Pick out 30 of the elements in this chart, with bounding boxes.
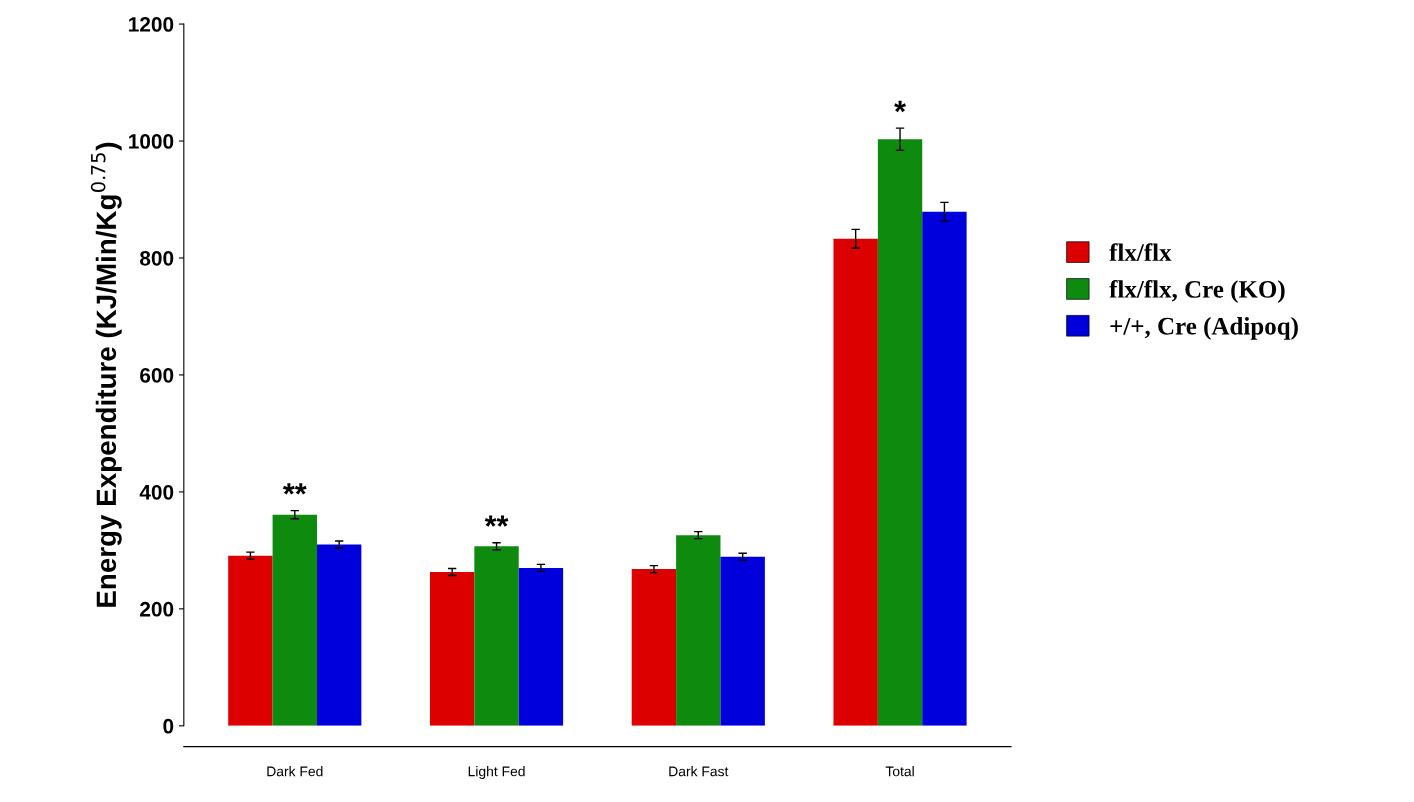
x-tick-label: Total — [885, 766, 914, 777]
y-tick-label: 800 — [140, 250, 174, 266]
x-tick-label: Dark Fast — [669, 766, 729, 777]
y-axis-title: Energy Expenditure (KJ/Min/Kg$^{0.75}$) — [90, 142, 122, 607]
bar — [272, 514, 317, 726]
bar — [429, 572, 475, 726]
bar — [474, 546, 519, 726]
bar — [676, 535, 721, 726]
x-tick-label: Light Fed — [468, 766, 525, 780]
bar — [720, 556, 765, 726]
legend-label: +/+, Cre (Adipoq) — [1110, 317, 1298, 340]
y-tick-label: 400 — [139, 484, 174, 500]
bar — [316, 544, 362, 726]
bar — [833, 238, 878, 726]
bar — [518, 567, 564, 726]
annotation: ** — [484, 515, 509, 527]
bar — [877, 139, 923, 726]
annotation: * — [894, 100, 906, 113]
y-tick-label: 1000 — [129, 134, 174, 149]
bar — [631, 569, 677, 726]
x-tick-label: Dark Fed — [267, 766, 323, 777]
y-tick-label: 0 — [163, 718, 174, 734]
y-tick-label: 600 — [140, 367, 174, 383]
bar — [228, 555, 273, 726]
annotation: ** — [282, 483, 307, 495]
bar — [922, 211, 967, 726]
y-tick-label: 200 — [140, 601, 174, 617]
y-tick-label: 1200 — [129, 17, 174, 32]
legend-label: flx/flx — [1109, 243, 1172, 261]
legend-label: flx/flx, Cre (KO) — [1109, 279, 1285, 303]
